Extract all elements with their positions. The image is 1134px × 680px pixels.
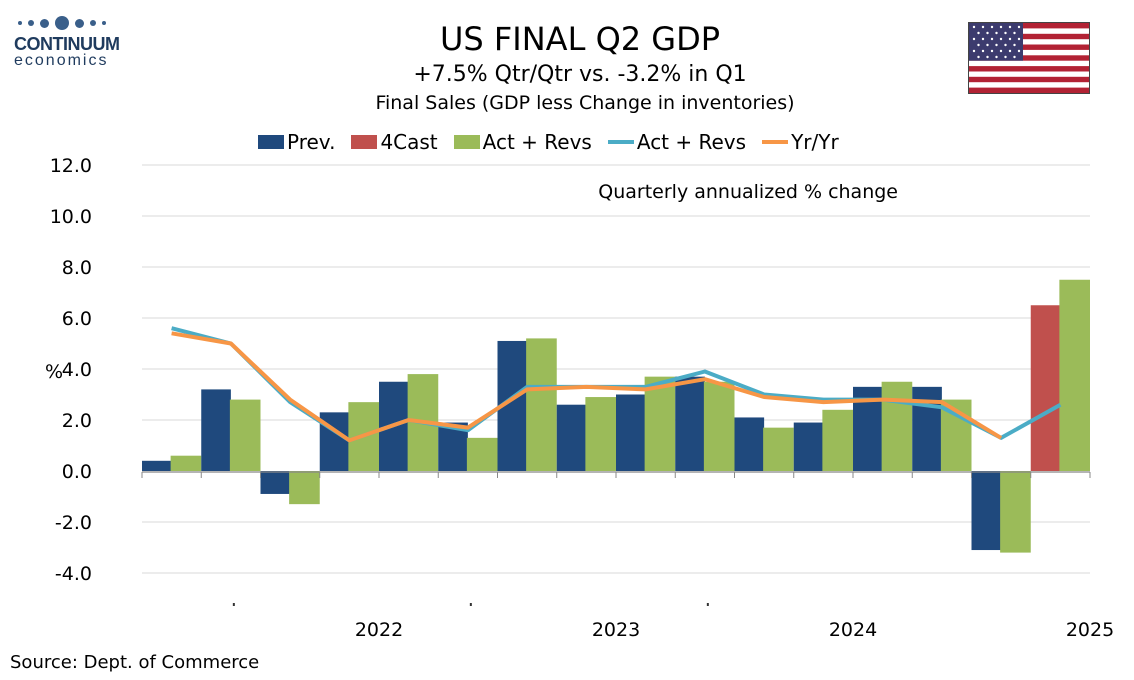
legend-label-act-bar: Act + Revs bbox=[482, 130, 592, 154]
x-year-label: 2023 bbox=[592, 619, 640, 641]
bar-act-revs bbox=[1059, 279, 1090, 471]
continuum-logo: CONTINUUM economics bbox=[14, 14, 144, 70]
bar-act-revs bbox=[229, 399, 261, 471]
bar-prev bbox=[675, 376, 705, 471]
chart-subtitle: +7.5% Qtr/Qtr vs. -3.2% in Q1 bbox=[413, 62, 747, 87]
bar-act-revs bbox=[703, 381, 735, 471]
bar-act-revs bbox=[170, 455, 202, 471]
year-separator bbox=[232, 603, 235, 606]
legend-swatch-act-bar bbox=[453, 135, 480, 149]
y-tick-label: -4.0 bbox=[55, 563, 92, 585]
bar-4cast bbox=[1030, 305, 1061, 471]
y-tick-label: -2.0 bbox=[55, 512, 92, 534]
legend-swatch-act-line bbox=[607, 140, 634, 144]
logo-dots-icon bbox=[18, 14, 144, 32]
bar-act-revs bbox=[881, 381, 913, 471]
legend-item-yoy: Yr/Yr bbox=[762, 130, 839, 154]
legend-item-4cast: 4Cast bbox=[351, 130, 438, 154]
bar-prev bbox=[260, 471, 291, 494]
y-tick-label: 10.0 bbox=[50, 206, 92, 228]
logo-sub: economics bbox=[14, 52, 109, 69]
line-yr-yr bbox=[171, 331, 1003, 443]
source-note: Source: Dept. of Commerce bbox=[10, 652, 260, 673]
chart-annotation: Quarterly annualized % change bbox=[598, 181, 898, 203]
year-separator bbox=[706, 603, 709, 606]
chart-legend: Prev. 4Cast Act + Revs Act + Revs Yr/Yr bbox=[258, 130, 855, 154]
bar-act-revs bbox=[763, 427, 794, 471]
y-tick-label: 0.0 bbox=[62, 461, 92, 483]
bar-prev bbox=[616, 394, 646, 471]
legend-swatch-prev bbox=[258, 135, 284, 149]
legend-item-act-line: Act + Revs bbox=[607, 130, 747, 154]
bar-prev bbox=[556, 404, 587, 471]
logo-name: CONTINUUM bbox=[14, 34, 120, 54]
year-separator bbox=[469, 603, 472, 606]
bar-prev bbox=[793, 422, 824, 471]
bar-act-revs bbox=[526, 338, 557, 471]
legend-label-act-line: Act + Revs bbox=[636, 130, 747, 154]
y-tick-label: 12.0 bbox=[50, 155, 92, 177]
us-flag-icon bbox=[968, 22, 1090, 94]
chart-title: US FINAL Q2 GDP bbox=[439, 20, 721, 58]
y-tick-label: 8.0 bbox=[62, 257, 92, 279]
bar-prev bbox=[142, 460, 172, 471]
bar-act-revs bbox=[466, 437, 498, 471]
y-tick-label: 4.0 bbox=[62, 359, 92, 381]
y-tick-label: 2.0 bbox=[62, 410, 92, 432]
y-axis-label: % bbox=[45, 361, 63, 383]
bar-act-revs bbox=[1000, 471, 1031, 553]
bar-prev bbox=[734, 417, 765, 471]
bar-act-revs bbox=[644, 376, 676, 471]
legend-label-4cast: 4Cast bbox=[380, 130, 438, 154]
x-year-label: 2024 bbox=[829, 619, 877, 641]
bar-act-revs bbox=[585, 397, 616, 471]
x-year-label: 2022 bbox=[355, 619, 403, 641]
bar-prev bbox=[201, 389, 231, 471]
bar-act-revs bbox=[822, 409, 853, 471]
legend-item-act-bar: Act + Revs bbox=[453, 130, 592, 154]
bar-act-revs bbox=[289, 471, 320, 505]
legend-label-yoy: Yr/Yr bbox=[791, 130, 839, 154]
legend-item-prev: Prev. bbox=[258, 130, 335, 154]
y-tick-label: 6.0 bbox=[62, 308, 92, 330]
x-year-label: 2025 bbox=[1066, 619, 1114, 641]
legend-label-prev: Prev. bbox=[287, 130, 336, 154]
legend-swatch-yoy bbox=[762, 140, 789, 144]
chart-subtitle-2: Final Sales (GDP less Change in inventor… bbox=[375, 92, 795, 114]
legend-swatch-4cast bbox=[351, 135, 378, 149]
bar-prev bbox=[971, 471, 1002, 551]
